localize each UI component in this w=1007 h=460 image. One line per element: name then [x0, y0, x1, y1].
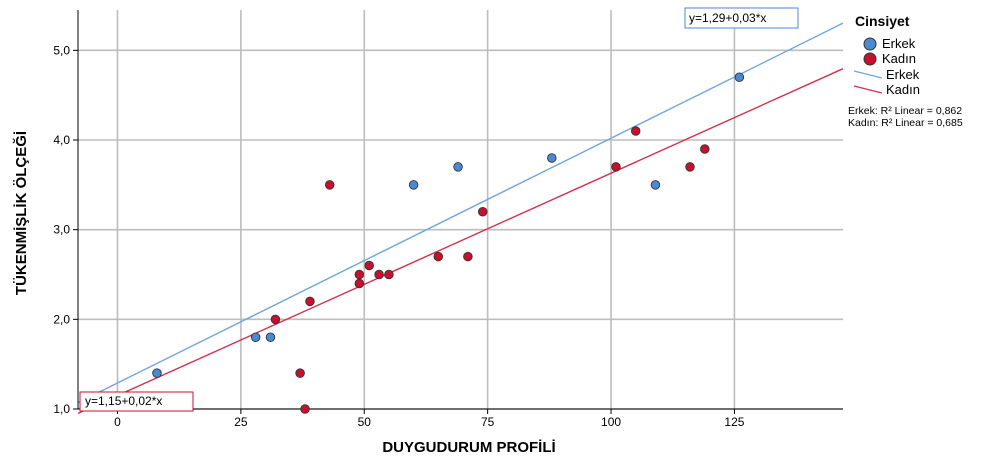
- point-kadin: [324, 180, 335, 190]
- x-tick-label: 100: [601, 415, 621, 429]
- axes: [73, 10, 843, 414]
- point-kadin: [300, 404, 310, 414]
- point-kadin: [463, 251, 473, 262]
- point-kadin: [270, 314, 281, 325]
- equation-box-kadin: y=1,15+0,02*x: [79, 391, 194, 412]
- point-erkek: [650, 180, 661, 190]
- point-kadin: [630, 126, 641, 136]
- legend-marker-erkek: [863, 37, 877, 51]
- y-tick-label: 4,0: [53, 133, 70, 147]
- y-axis-title: TÜKENMİŞLİK ÖLÇEĞİ: [12, 131, 30, 295]
- legend-label-erkek-marker: Erkek: [882, 36, 916, 51]
- equation-label-erkek: y=1,29+0,03*x: [689, 11, 766, 25]
- y-tick-label: 3,0: [53, 223, 70, 237]
- point-kadin: [685, 162, 695, 172]
- fit-line-erkek: [77, 22, 844, 404]
- x-tick-label: 50: [358, 415, 372, 429]
- grid: [78, 10, 843, 410]
- point-kadin: [354, 278, 365, 289]
- y-tick-label: 5,0: [53, 43, 70, 57]
- x-tick-label: 25: [234, 415, 248, 429]
- legend: Cinsiyet Erkek Kadın Erkek Kadın Erkek: …: [848, 13, 963, 129]
- legend-label-kadin-line: Kadın: [886, 82, 920, 97]
- point-kadin: [295, 368, 305, 378]
- point-kadin: [433, 251, 444, 262]
- point-erkek: [453, 162, 463, 172]
- point-kadin: [384, 269, 394, 280]
- x-tick-label: 75: [481, 415, 495, 429]
- x-tick-label: 125: [724, 415, 744, 429]
- y-tick-label: 1,0: [53, 402, 70, 416]
- legend-line-erkek: [853, 70, 883, 79]
- data-points: [152, 72, 745, 414]
- y-tick-label: 2,0: [53, 312, 70, 326]
- point-kadin: [477, 206, 488, 217]
- point-erkek: [250, 332, 261, 343]
- point-kadin: [364, 260, 374, 271]
- r2-label-kadin: Kadın: R² Linear = 0,685: [848, 117, 963, 129]
- x-axis-title: DUYGUDURUM PROFİLİ: [382, 439, 555, 456]
- fit-line-kadin: [77, 68, 844, 414]
- r2-label-erkek: Erkek: R² Linear = 0,862: [848, 105, 962, 117]
- point-erkek: [265, 332, 276, 343]
- legend-marker-kadin: [863, 52, 877, 66]
- point-kadin: [374, 269, 384, 280]
- point-erkek: [152, 368, 162, 378]
- equation-label-kadin: y=1,15+0,02*x: [85, 394, 162, 408]
- legend-line-kadin: [853, 85, 883, 94]
- point-erkek: [547, 153, 557, 163]
- legend-label-kadin-marker: Kadın: [882, 51, 916, 66]
- point-kadin: [354, 269, 365, 280]
- point-kadin: [700, 144, 710, 154]
- tick-labels: 0 25 50 75 100 125 1,0 2,0 3,0 4,0 5,0: [53, 43, 744, 429]
- fit-lines: [77, 22, 844, 414]
- legend-title: Cinsiyet: [855, 13, 910, 29]
- legend-label-erkek-line: Erkek: [886, 67, 920, 82]
- point-erkek: [408, 180, 419, 190]
- point-erkek: [734, 72, 745, 82]
- x-tick-label: 0: [114, 415, 121, 429]
- equation-box-erkek: y=1,29+0,03*x: [684, 7, 799, 29]
- point-kadin: [611, 162, 621, 172]
- point-kadin: [305, 296, 315, 307]
